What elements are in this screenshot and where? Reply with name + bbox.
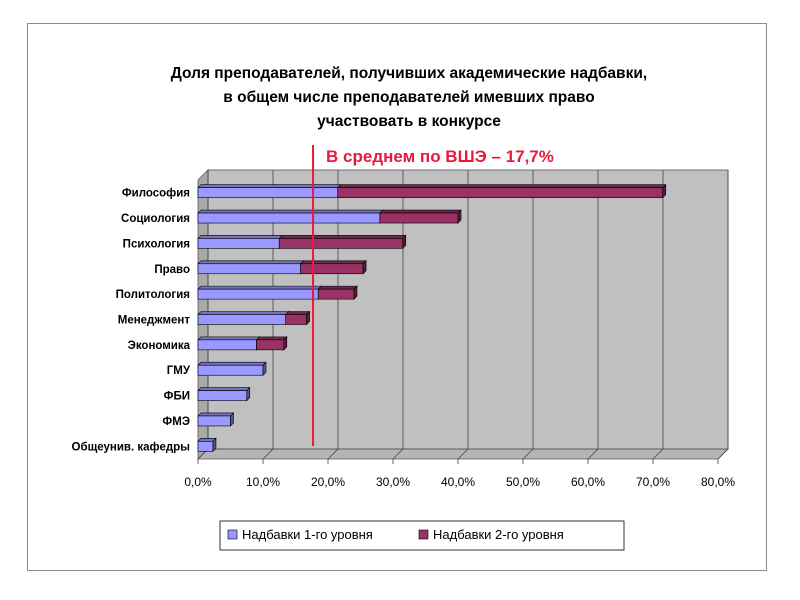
grid-line-diagonal bbox=[392, 448, 404, 460]
chart-title: Доля преподавателей, получивших академич… bbox=[171, 65, 647, 130]
bar-top-face bbox=[379, 209, 462, 214]
x-tick-label: 30,0% bbox=[376, 475, 410, 489]
category-label: Право bbox=[154, 264, 190, 276]
bar-segment-1 bbox=[197, 187, 339, 198]
bar-side-face bbox=[283, 336, 288, 351]
bar-top-face bbox=[197, 235, 283, 239]
grid-line-diagonal bbox=[457, 448, 469, 460]
legend-label-2: Надбавки 2-го уровня bbox=[433, 527, 564, 542]
legend-swatch-2 bbox=[418, 529, 429, 540]
chart-frame: Доля преподавателей, получивших академич… bbox=[27, 23, 767, 571]
bar-side-face bbox=[212, 437, 217, 453]
average-label: В среднем по ВШЭ – 17,7% bbox=[326, 147, 554, 166]
bar-side-face bbox=[230, 412, 234, 427]
bar-side-face bbox=[262, 361, 267, 376]
category-labels: Философия Социология Психология Право Полито… bbox=[72, 188, 191, 454]
grid-line-diagonal bbox=[522, 448, 534, 460]
bar-side-face bbox=[402, 234, 407, 250]
bar-side-face bbox=[457, 209, 462, 224]
bar-segment-1 bbox=[197, 441, 214, 452]
bar-top-face bbox=[255, 336, 288, 341]
chart-title-line-2: в общем числе преподавателей имевших пра… bbox=[223, 89, 594, 106]
bar-top-face bbox=[197, 209, 384, 214]
category-label: ФБИ bbox=[164, 391, 190, 403]
x-tick-label: 80,0% bbox=[701, 475, 735, 489]
x-tick-label: 20,0% bbox=[311, 475, 345, 489]
bar-top-face bbox=[337, 184, 667, 188]
category-label: ФМЭ bbox=[162, 416, 190, 428]
bar-top-face bbox=[197, 184, 342, 188]
x-axis-ticks: 0,0% 10,0% 20,0% 30,0% 40,0% 50,0% 60,0% 70,0% 8… bbox=[184, 459, 735, 489]
average-annotation: В среднем по ВШЭ – 17,7% bbox=[312, 145, 554, 446]
bar-side-face bbox=[662, 183, 667, 199]
chart-title-line-1: Доля преподавателей, получивших академич… bbox=[171, 65, 647, 82]
chart-title-line-3: участвовать в конкурсе bbox=[317, 113, 501, 130]
category-label: ГМУ bbox=[167, 365, 191, 377]
bar-segment-2 bbox=[278, 238, 404, 249]
bar-segment-2 bbox=[285, 314, 307, 325]
bar-segment-2 bbox=[300, 263, 364, 275]
bars bbox=[197, 183, 667, 453]
bar-segment-1 bbox=[197, 238, 280, 249]
category-label: Политология bbox=[116, 289, 190, 301]
category-label: Социология bbox=[121, 213, 190, 225]
bar-side-face bbox=[362, 260, 367, 275]
bar-segment-2 bbox=[317, 288, 355, 300]
bar-segment-1 bbox=[197, 390, 248, 401]
bar-side-face bbox=[246, 386, 251, 402]
x-tick-label: 50,0% bbox=[506, 475, 540, 489]
bar-segment-1 bbox=[197, 415, 231, 427]
x-tick-label: 40,0% bbox=[441, 475, 475, 489]
bar-top-face bbox=[197, 387, 251, 391]
legend: Надбавки 1-го уровня Надбавки 2-го уровня bbox=[219, 520, 625, 551]
bar-top-face bbox=[197, 412, 235, 417]
bar-top-face bbox=[197, 336, 261, 341]
x-tick-label: 60,0% bbox=[571, 475, 605, 489]
category-label: Менеджмент bbox=[118, 315, 191, 327]
category-label: Философия bbox=[122, 188, 190, 200]
bar-segment-1 bbox=[197, 339, 257, 351]
grid-line-diagonal bbox=[652, 448, 664, 460]
bar-segment-2 bbox=[337, 187, 664, 198]
bar-segment-1 bbox=[197, 263, 301, 275]
bar-top-face bbox=[197, 361, 267, 366]
bar-segment-1 bbox=[197, 212, 381, 224]
legend-label-1: Надбавки 1-го уровня bbox=[242, 527, 373, 542]
category-label: Психология bbox=[123, 238, 190, 250]
category-label: Общеунив. кафедры bbox=[72, 441, 191, 453]
category-label: Экономика bbox=[128, 340, 191, 352]
bar-segment-2 bbox=[379, 212, 459, 224]
bar-top-face bbox=[278, 235, 407, 239]
bar-segment-2 bbox=[256, 339, 285, 351]
chart-svg: Доля преподавателей, получивших академич… bbox=[72, 65, 735, 551]
bar-segment-1 bbox=[197, 314, 287, 325]
grid-line-diagonal bbox=[587, 448, 599, 460]
x-tick-label: 70,0% bbox=[636, 475, 670, 489]
bar-top-face bbox=[285, 311, 311, 315]
bar-top-face bbox=[299, 260, 367, 265]
bar-top-face bbox=[197, 260, 305, 265]
legend-swatch-1 bbox=[227, 529, 238, 540]
x-tick-label: 0,0% bbox=[184, 475, 212, 489]
bar-top-face bbox=[317, 285, 358, 290]
bar-top-face bbox=[197, 285, 322, 290]
bar-side-face bbox=[306, 310, 310, 326]
grid-line-diagonal bbox=[327, 448, 339, 460]
grid-line-diagonal bbox=[717, 448, 729, 460]
bar-top-face bbox=[197, 311, 290, 315]
grid-line-diagonal bbox=[262, 448, 274, 460]
bar-side-face bbox=[353, 285, 358, 300]
bar-segment-1 bbox=[197, 288, 319, 300]
x-tick-label: 10,0% bbox=[246, 475, 280, 489]
bar-segment-1 bbox=[197, 364, 264, 376]
